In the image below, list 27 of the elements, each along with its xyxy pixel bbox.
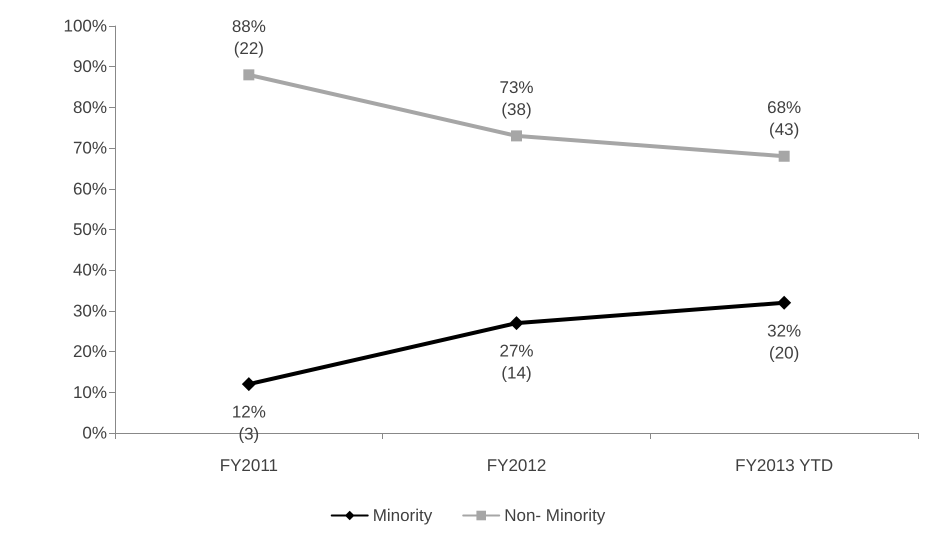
- legend-label: Non- Minority: [504, 506, 606, 525]
- data-label: 73% (38): [499, 78, 534, 119]
- legend-label: Minority: [372, 506, 433, 525]
- y-tick-label: 30%: [72, 301, 107, 320]
- y-tick-label: 40%: [72, 260, 107, 280]
- point: [510, 316, 524, 330]
- x-tick-label: FY2011: [220, 456, 278, 475]
- point: [778, 150, 790, 162]
- y-tick-label: 90%: [72, 57, 107, 76]
- point: [242, 377, 256, 392]
- x-tick-label: FY2012: [486, 456, 546, 475]
- y-tick-label: 0%: [82, 424, 107, 442]
- y-tick-label: 100%: [64, 16, 107, 36]
- y-tick-label: 20%: [72, 342, 107, 362]
- y-tick-label: 10%: [72, 382, 107, 402]
- data-label: 27% (14): [499, 342, 534, 383]
- y-tick-label: 60%: [72, 179, 107, 198]
- point: [243, 69, 254, 80]
- data-label: 88% (22): [232, 16, 266, 58]
- x-tick-label: FY2013 YTD: [735, 456, 834, 475]
- data-label: 68% (43): [767, 98, 802, 140]
- data-label: 32% (20): [767, 321, 802, 362]
- y-tick-label: 50%: [72, 220, 107, 239]
- point: [777, 296, 792, 310]
- point: [511, 130, 522, 142]
- y-tick-label: 70%: [72, 138, 107, 158]
- y-tick-label: 80%: [72, 98, 107, 117]
